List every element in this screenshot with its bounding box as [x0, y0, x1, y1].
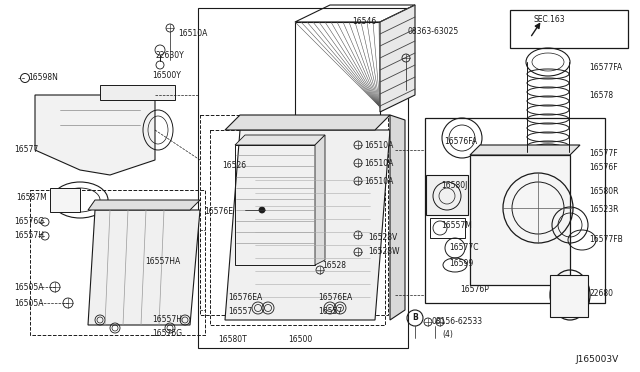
Polygon shape — [88, 200, 200, 210]
Text: 16576G: 16576G — [152, 328, 182, 337]
Bar — [200, 115, 388, 315]
Bar — [30, 190, 205, 335]
Text: J165003V: J165003V — [575, 356, 618, 365]
Circle shape — [259, 207, 265, 213]
Text: 16576E: 16576E — [204, 206, 233, 215]
Text: 16576FA: 16576FA — [444, 137, 477, 145]
Text: B: B — [412, 314, 418, 323]
Text: 16580R: 16580R — [589, 186, 618, 196]
Text: 16528V: 16528V — [368, 232, 397, 241]
Text: 16557: 16557 — [228, 307, 252, 315]
Text: 16576G: 16576G — [14, 217, 44, 225]
Text: 16576EA: 16576EA — [228, 292, 262, 301]
Text: 16546: 16546 — [352, 17, 376, 26]
Text: 16576P: 16576P — [460, 285, 489, 295]
Text: 16557H: 16557H — [152, 314, 182, 324]
Text: 16587M: 16587M — [16, 193, 47, 202]
Text: 16505A: 16505A — [14, 282, 44, 292]
Text: 16576EA: 16576EA — [318, 292, 352, 301]
Bar — [430, 218, 465, 238]
Text: 16528: 16528 — [322, 262, 346, 270]
Bar — [426, 175, 468, 215]
Text: 16505A: 16505A — [14, 298, 44, 308]
Bar — [425, 118, 605, 303]
Text: 16500: 16500 — [288, 336, 312, 344]
Text: 16526: 16526 — [222, 160, 246, 170]
Bar — [470, 155, 570, 285]
Polygon shape — [100, 85, 175, 100]
Polygon shape — [88, 210, 200, 325]
Text: 16528W: 16528W — [368, 247, 399, 257]
Text: 16577: 16577 — [14, 144, 38, 154]
Text: 16598N: 16598N — [28, 74, 58, 83]
Text: 16557M: 16557M — [441, 221, 472, 231]
Bar — [510, 10, 628, 48]
Text: 16557H: 16557H — [14, 231, 44, 241]
Polygon shape — [235, 135, 325, 145]
Text: 16577FA: 16577FA — [589, 64, 622, 73]
Text: 16599: 16599 — [449, 259, 473, 267]
Text: 16500Y: 16500Y — [152, 71, 181, 80]
Bar — [210, 130, 385, 325]
Text: 16578: 16578 — [589, 90, 613, 99]
Text: (4): (4) — [442, 330, 453, 339]
Polygon shape — [315, 135, 325, 265]
Text: 16576F: 16576F — [589, 164, 618, 173]
Text: 16557: 16557 — [318, 307, 342, 315]
Text: 16510A: 16510A — [364, 158, 394, 167]
Polygon shape — [35, 95, 155, 175]
Bar — [235, 145, 315, 265]
Polygon shape — [470, 145, 580, 155]
Bar — [550, 275, 588, 317]
Text: 08363-63025: 08363-63025 — [408, 26, 460, 35]
Text: 16577FB: 16577FB — [589, 234, 623, 244]
Bar — [295, 22, 380, 117]
Text: 22680: 22680 — [589, 289, 613, 298]
Bar — [198, 8, 408, 348]
Text: 16510A: 16510A — [178, 29, 207, 38]
Text: 08156-62533: 08156-62533 — [432, 317, 483, 326]
Polygon shape — [380, 5, 415, 112]
Text: 16577C: 16577C — [449, 244, 479, 253]
Text: 16580J: 16580J — [441, 182, 467, 190]
Text: 16510A: 16510A — [364, 141, 394, 150]
Text: 16580T: 16580T — [218, 336, 247, 344]
Polygon shape — [390, 115, 405, 320]
Text: 16510A: 16510A — [364, 176, 394, 186]
Text: 16523R: 16523R — [589, 205, 618, 214]
Text: SEC.163: SEC.163 — [533, 15, 564, 23]
Text: 16577F: 16577F — [589, 148, 618, 157]
Bar — [50, 188, 80, 212]
Text: 22630Y: 22630Y — [155, 51, 184, 60]
Polygon shape — [225, 130, 390, 320]
Polygon shape — [225, 115, 390, 130]
Text: 16557HA: 16557HA — [145, 257, 180, 266]
